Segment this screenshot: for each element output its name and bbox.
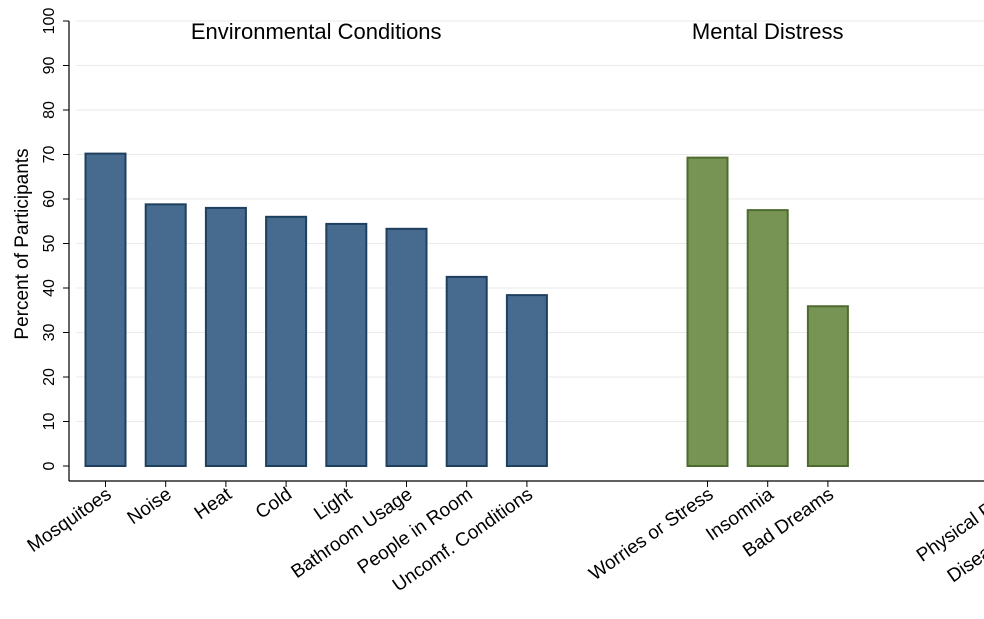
group-label: Environmental Conditions [191,19,442,44]
bar [204,206,247,467]
x-axis [69,480,984,487]
category-label: Light [310,483,356,524]
y-tick-label: 60 [41,190,58,208]
bar [84,152,127,468]
category-label: Heat [191,483,237,524]
y-tick-label: 0 [41,461,58,470]
y-tick-label: 40 [41,279,58,297]
bar [265,215,308,467]
category-label: Noise [124,484,176,529]
y-tick-label: 50 [41,235,58,253]
y-tick-label: 90 [41,57,58,75]
y-tick-label: 100 [41,8,58,35]
y-tick-label: 20 [41,368,58,386]
y-tick-label: 70 [41,146,58,164]
bar [445,275,488,467]
y-tick-label: 80 [41,101,58,119]
group-label: Mental Distress [692,19,844,44]
bar [806,305,849,467]
bar [686,156,729,468]
bar [746,209,789,467]
category-label: Cold [252,484,296,524]
bar [325,222,368,467]
bar [144,203,187,467]
y-axis: 0 10 20 30 40 50 60 70 80 90 100 [41,8,70,481]
y-tick-label: 30 [41,324,58,342]
bar [385,227,428,467]
category-label: Worries or Stress [585,484,717,585]
bar [505,294,548,467]
bars [84,152,849,468]
category-label: Mosquitoes [24,484,116,557]
y-axis-title: Percent of Participants [12,148,33,339]
y-tick-label: 10 [41,413,58,431]
